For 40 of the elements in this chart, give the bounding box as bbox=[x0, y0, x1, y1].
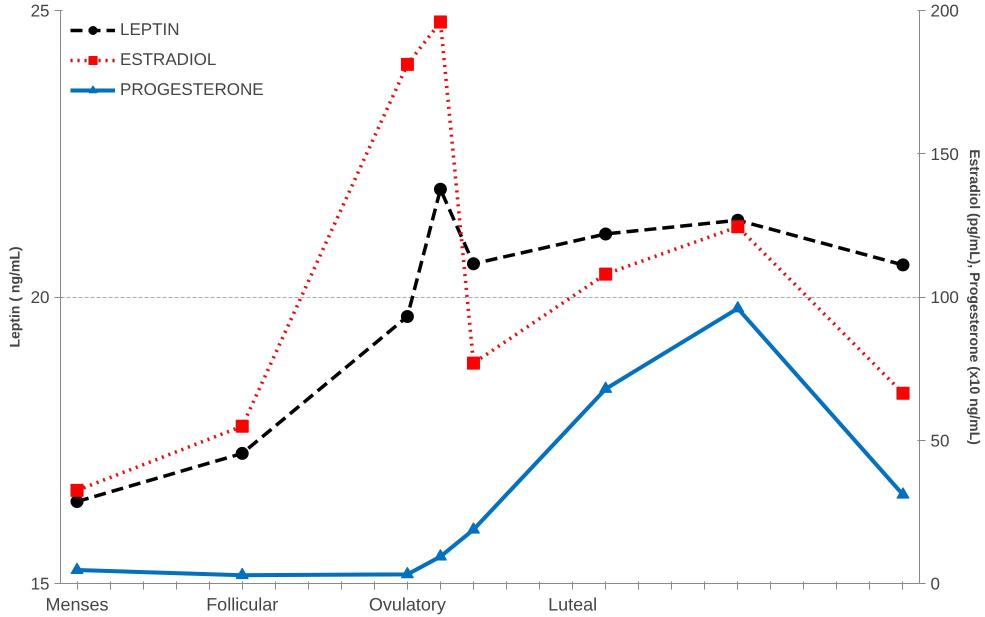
legend-label: LEPTIN bbox=[120, 20, 180, 40]
y-tick-label: 20 bbox=[30, 288, 50, 307]
point bbox=[236, 568, 249, 580]
y2-tick-label: 0 bbox=[930, 574, 940, 594]
point bbox=[466, 356, 480, 370]
point bbox=[731, 220, 744, 234]
point bbox=[466, 522, 480, 534]
point bbox=[466, 257, 480, 270]
y2-tick-label: 100 bbox=[930, 288, 959, 307]
x-tick-label: Follicular bbox=[206, 594, 278, 614]
y2-tick-label: 200 bbox=[930, 2, 959, 20]
legend-label: ESTRADIOL bbox=[120, 50, 216, 70]
point bbox=[400, 310, 414, 323]
point bbox=[896, 487, 910, 499]
point bbox=[434, 182, 447, 196]
point bbox=[599, 382, 612, 393]
y-tick-label: 25 bbox=[30, 2, 50, 20]
point bbox=[599, 227, 612, 240]
x-tick-label: Luteal bbox=[548, 594, 598, 614]
x-tick-label: Menses bbox=[46, 594, 109, 614]
y2-tick-label: 150 bbox=[930, 144, 959, 164]
point bbox=[434, 549, 447, 561]
point bbox=[400, 58, 414, 71]
point bbox=[896, 258, 910, 272]
y-tick-label: 15 bbox=[30, 574, 50, 594]
point bbox=[236, 446, 249, 460]
point bbox=[400, 566, 414, 578]
y2-tick-label: 50 bbox=[930, 431, 950, 450]
point bbox=[599, 268, 612, 281]
point bbox=[236, 420, 249, 433]
point bbox=[731, 301, 744, 312]
point bbox=[70, 495, 84, 508]
y2-axis-title: Estradiol (pg/mL), Progesterone (x10 ng/mL) bbox=[966, 149, 983, 445]
point bbox=[70, 484, 84, 497]
point bbox=[70, 562, 84, 574]
x-tick-label: Ovulatory bbox=[368, 594, 446, 614]
point bbox=[434, 15, 447, 28]
legend-label: PROGESTERONE bbox=[120, 80, 264, 100]
y-axis-title: Leptin ( ng/mL) bbox=[6, 246, 23, 348]
point bbox=[896, 386, 910, 400]
